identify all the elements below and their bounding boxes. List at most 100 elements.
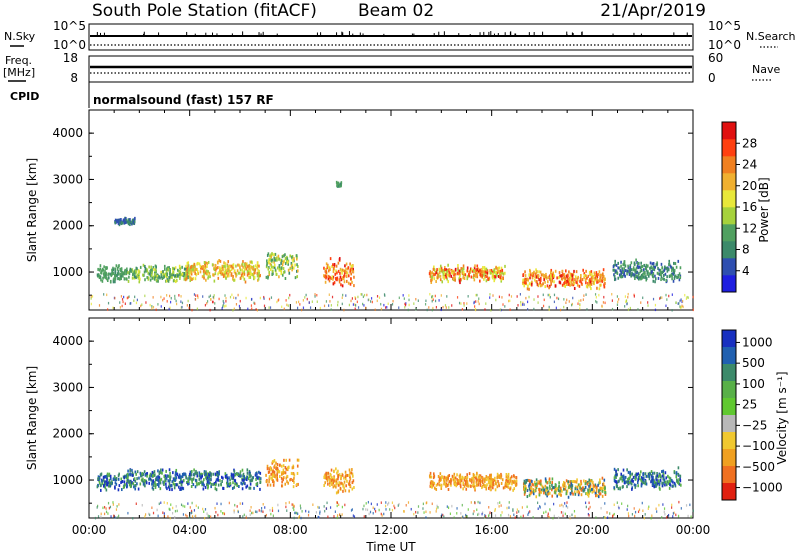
data-cell	[473, 487, 476, 491]
data-cell	[673, 481, 676, 485]
data-cell	[296, 464, 299, 468]
data-cell	[532, 274, 534, 278]
data-cell	[448, 474, 451, 478]
freq-tick-top: 18	[63, 51, 78, 65]
data-cell	[336, 183, 338, 187]
data-cell	[305, 509, 307, 513]
data-cell	[558, 492, 560, 496]
data-cell	[117, 477, 120, 481]
data-cell	[121, 488, 123, 492]
data-cell	[261, 509, 263, 513]
data-cell	[243, 478, 245, 482]
data-cell	[647, 274, 650, 278]
data-cell	[126, 267, 128, 271]
data-cell	[324, 481, 326, 485]
data-cell	[173, 267, 176, 271]
data-cell	[601, 304, 603, 308]
data-cell	[154, 264, 157, 268]
data-cell	[116, 505, 118, 508]
data-cell	[460, 478, 463, 482]
data-cell	[590, 287, 592, 291]
data-cell	[485, 267, 488, 271]
data-cell	[571, 274, 574, 278]
data-cell	[474, 269, 477, 273]
data-cell	[550, 274, 552, 278]
data-cell	[404, 306, 406, 309]
data-cell	[114, 475, 116, 479]
data-cell	[117, 270, 120, 274]
data-cell	[589, 479, 592, 483]
data-cell	[353, 515, 356, 518]
data-cell	[509, 308, 511, 311]
data-cell	[447, 280, 449, 284]
data-cell	[446, 269, 449, 273]
data-cell	[259, 481, 261, 485]
data-cell	[222, 305, 224, 308]
data-cell	[155, 308, 157, 312]
data-cell	[495, 298, 497, 302]
data-cell	[340, 477, 342, 481]
data-cell	[579, 307, 581, 310]
data-cell	[337, 483, 340, 487]
data-cell	[460, 512, 462, 515]
data-cell	[152, 474, 154, 478]
data-cell	[459, 281, 461, 285]
data-cell	[268, 273, 271, 277]
data-cell	[113, 277, 115, 281]
data-cell	[376, 299, 378, 303]
data-cell	[154, 275, 157, 279]
data-cell	[155, 483, 157, 487]
data-cell	[255, 477, 257, 481]
data-cell	[486, 269, 489, 273]
x-tick-label: 00:00	[72, 523, 107, 537]
data-cell	[456, 507, 458, 510]
data-cell	[475, 480, 478, 484]
data-cell	[640, 268, 643, 272]
data-cell	[117, 265, 120, 269]
data-cell	[534, 484, 537, 488]
data-cell	[577, 493, 580, 497]
data-cell	[258, 264, 260, 268]
data-cell	[657, 276, 660, 280]
data-cell	[184, 472, 186, 476]
data-cell	[642, 296, 644, 300]
data-cell	[102, 506, 104, 510]
data-cell	[571, 283, 573, 287]
data-cell	[341, 296, 343, 299]
data-cell	[352, 474, 354, 478]
data-cell	[681, 304, 683, 308]
data-cell	[438, 483, 441, 487]
data-cell	[338, 258, 341, 262]
data-cell	[564, 487, 567, 491]
data-cell	[223, 271, 225, 275]
data-cell	[176, 472, 178, 476]
data-cell	[195, 294, 197, 297]
data-cell	[122, 272, 124, 276]
data-cell	[342, 484, 344, 488]
data-cell	[267, 267, 270, 271]
data-cell	[464, 480, 467, 484]
data-cell	[104, 274, 107, 278]
data-cell	[536, 483, 538, 487]
data-cell	[211, 482, 213, 486]
data-cell	[576, 281, 578, 285]
data-cell	[192, 477, 195, 481]
data-cell	[318, 515, 320, 519]
data-cell	[131, 468, 133, 472]
data-cell	[253, 276, 256, 280]
data-cell	[204, 261, 207, 265]
data-cell	[489, 488, 492, 492]
data-cell	[612, 265, 615, 269]
data-cell	[451, 504, 453, 508]
data-cell	[283, 307, 285, 311]
data-cell	[498, 266, 501, 270]
freq-label: Freq.	[5, 54, 32, 67]
colorbar-swatch	[722, 432, 736, 450]
data-cell	[139, 482, 142, 486]
x-tick-label: 04:00	[172, 523, 207, 537]
data-cell	[565, 301, 567, 305]
data-cell	[549, 491, 551, 495]
data-cell	[337, 300, 339, 304]
data-cell	[233, 307, 235, 311]
data-cell	[206, 265, 208, 269]
